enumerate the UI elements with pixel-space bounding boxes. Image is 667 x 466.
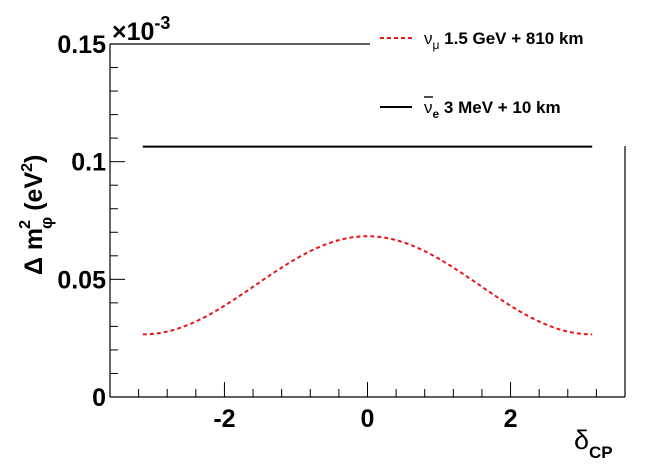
legend-label-nuebar: νe 3 MeV + 10 km xyxy=(424,98,561,121)
x-ticks: -2 0 2 xyxy=(109,382,626,433)
legend-numu-rest: 1.5 GeV + 810 km xyxy=(439,29,583,48)
y-tick-label: 0.1 xyxy=(71,149,106,177)
legend: νμ 1.5 GeV + 810 km νe 3 MeV + 10 km xyxy=(380,29,584,121)
x-axis-title: δCP xyxy=(574,425,613,462)
y-tick-label: 0 xyxy=(92,384,106,412)
legend-numu-main: ν xyxy=(424,29,433,48)
x-axis-title-sub: CP xyxy=(589,443,613,462)
legend-label-numu: νμ 1.5 GeV + 810 km xyxy=(424,29,584,52)
series-line-numu xyxy=(142,235,593,336)
x-axis-title-main: δ xyxy=(574,425,589,455)
y-axis-title: Δ m2 φ(eV2) xyxy=(17,155,56,275)
series-layer xyxy=(142,145,593,336)
y-tick-label: 0.05 xyxy=(57,266,106,294)
x-tick-label: -2 xyxy=(213,405,235,433)
x-tick-label: 0 xyxy=(361,405,375,433)
y-ticks: 0 0.05 0.1 0.15 xyxy=(57,31,125,412)
y-exponent-base: ×10 xyxy=(112,18,154,46)
y-tick-label: 0.15 xyxy=(57,31,106,59)
legend-nuebar-rest: 3 MeV + 10 km xyxy=(439,98,560,117)
y-axis-title-unit-sup: 2 xyxy=(19,163,36,172)
legend-nuebar-main: ν xyxy=(424,98,433,117)
y-axis-title-main: Δ m xyxy=(20,228,48,275)
y-exponent-power: -3 xyxy=(154,13,170,33)
x-tick-label: 2 xyxy=(504,405,518,433)
y-axis-title-close: ) xyxy=(20,155,48,163)
y-axis-title-sub: φ xyxy=(37,217,56,229)
y-axis-title-unit: (eV xyxy=(20,172,48,211)
y-axis-title-sup: 2 xyxy=(17,220,34,229)
y-exponent-label: ×10-3 xyxy=(112,13,170,46)
legend-numu-sub: μ xyxy=(433,38,440,52)
legend-nuebar-sub: e xyxy=(433,107,440,121)
